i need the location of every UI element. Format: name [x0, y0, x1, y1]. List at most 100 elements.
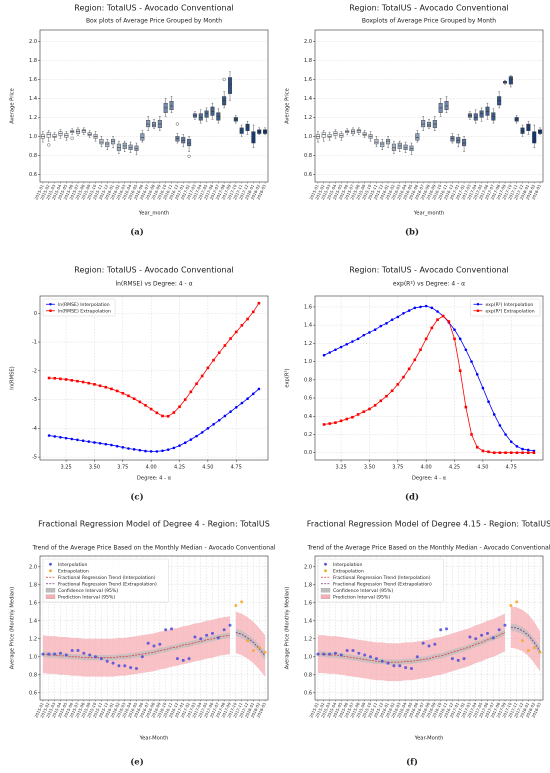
- marker: [379, 324, 383, 328]
- point: [468, 635, 472, 639]
- x-tick-label: 2016-02: [109, 701, 121, 718]
- x-tick-label: 2015-05: [57, 183, 69, 200]
- marker: [436, 310, 439, 313]
- x-tick-label: 2017-01: [174, 183, 186, 200]
- point: [88, 653, 92, 657]
- x-tick-label: 2017-10: [501, 183, 513, 200]
- x-tick-label: 2017-07: [484, 701, 496, 718]
- plot-frame: [39, 29, 269, 183]
- x-tick-label: 2017-06: [478, 183, 490, 200]
- x-tick-label: 2016-10: [156, 183, 168, 200]
- marker: [110, 387, 113, 391]
- marker: [334, 421, 337, 424]
- x-tick-label: 2017-06: [478, 701, 490, 718]
- marker: [93, 441, 96, 444]
- y-tick-label: 1.6: [304, 600, 312, 606]
- x-tick-label: 2015-03: [45, 183, 57, 200]
- box: [210, 106, 215, 116]
- point: [316, 652, 320, 656]
- marker: [509, 451, 513, 455]
- x-tick-label: 2017-07: [209, 701, 221, 718]
- x-tick-label: 2016-05: [402, 183, 414, 200]
- box: [526, 123, 531, 131]
- x-tick-label: 2017-04: [466, 701, 478, 718]
- point: [404, 666, 408, 670]
- x-tick-label: 2015-05: [57, 701, 69, 718]
- x-tick-label: 2015-04: [326, 183, 338, 200]
- y-tick-label: 0.2: [304, 432, 312, 438]
- x-tick-label: 2017-10: [226, 183, 238, 200]
- marker: [70, 379, 74, 382]
- x-tick-label: 2015-07: [343, 701, 355, 718]
- box: [380, 141, 385, 148]
- x-tick-label: 2018-02: [525, 183, 537, 200]
- marker: [93, 383, 96, 386]
- box: [327, 134, 332, 138]
- box: [146, 120, 151, 128]
- y-axis-label: Average Price (Monthly Median): [10, 587, 16, 670]
- x-tick-label: 2016-03: [115, 183, 127, 200]
- marker: [161, 449, 164, 453]
- marker: [206, 366, 210, 370]
- point: [222, 628, 226, 632]
- marker: [492, 413, 496, 416]
- marker: [356, 337, 360, 341]
- legend-label: Fractional Regression Trend (Extrapolati…: [333, 581, 432, 587]
- x-tick-label: 2016-12: [443, 701, 455, 718]
- x-tick-label: 2016-10: [431, 183, 443, 200]
- marker: [498, 424, 502, 427]
- marker: [515, 445, 519, 448]
- x-axis-label: Degree: 4 - α: [412, 476, 447, 482]
- interval-band: [510, 623, 541, 656]
- marker: [385, 322, 388, 325]
- marker: [430, 326, 434, 330]
- x-tick-label: 2015-11: [367, 183, 379, 200]
- point: [82, 651, 86, 655]
- x-tick-label: 2015-09: [355, 183, 367, 200]
- point: [503, 623, 507, 627]
- box: [245, 123, 250, 131]
- suptitle: Region: TotalUS - Avocado Conventional: [74, 266, 233, 275]
- x-tick-label: 2016-02: [384, 701, 396, 718]
- legend-label: Prediction Interval (95%): [333, 594, 390, 600]
- y-tick-label: 0.8: [304, 153, 312, 159]
- marker: [81, 439, 85, 443]
- x-tick-label: 2016-08: [144, 183, 156, 200]
- x-tick-label: 2016-12: [168, 701, 180, 718]
- legend-swatch: [324, 569, 327, 573]
- x-tick-label: 4.00: [421, 465, 432, 471]
- x-tick-label: 2016-11: [162, 701, 174, 718]
- x-tick-label: 2017-09: [220, 183, 232, 200]
- y-tick-label: 1.6: [29, 77, 37, 83]
- point: [164, 628, 168, 632]
- x-tick-label: 3.75: [117, 465, 128, 471]
- point: [199, 637, 203, 641]
- plot-area: [315, 296, 543, 460]
- x-tick-label: 2015-09: [80, 183, 92, 200]
- x-tick-label: 2016-08: [419, 701, 431, 718]
- box: [105, 141, 110, 148]
- point: [439, 628, 443, 632]
- box: [473, 113, 478, 121]
- y-tick-label: 1.4: [304, 323, 312, 329]
- marker: [229, 410, 232, 413]
- box: [46, 132, 51, 138]
- marker: [521, 447, 524, 451]
- point: [240, 600, 244, 604]
- marker: [138, 400, 142, 404]
- x-tick-label: 2016-01: [378, 183, 390, 200]
- marker: [458, 369, 462, 373]
- box: [497, 96, 502, 106]
- x-tick-label: 2017-09: [495, 183, 507, 200]
- box: [450, 136, 455, 142]
- box: [251, 131, 256, 144]
- point: [170, 627, 174, 631]
- x-tick-label: 2015-06: [338, 183, 350, 200]
- point: [509, 604, 513, 607]
- box: [128, 144, 133, 150]
- box: [81, 129, 86, 133]
- x-tick-label: 2017-07: [209, 183, 221, 200]
- marker: [121, 446, 125, 449]
- marker: [424, 304, 428, 308]
- marker: [144, 449, 147, 453]
